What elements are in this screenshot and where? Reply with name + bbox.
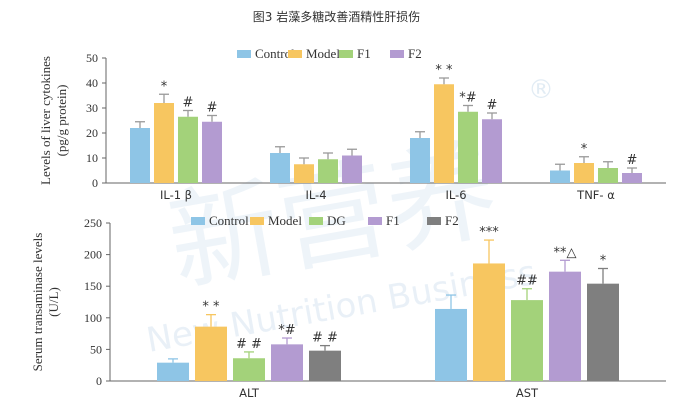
significance-mark: #	[487, 98, 498, 113]
x-category-label: IL-6	[445, 188, 466, 202]
y-tick-label: 50	[90, 342, 102, 356]
legend-label: F2	[445, 213, 459, 228]
y-tick-label: 0	[92, 176, 98, 190]
y-tick-label: 10	[86, 151, 98, 165]
bar	[473, 263, 505, 381]
significance-mark: *	[600, 254, 607, 269]
bar	[587, 283, 619, 381]
watermark-registered: ®	[528, 75, 554, 105]
legend-label: F1	[386, 213, 400, 228]
bar	[622, 173, 642, 183]
y-tick-label: 200	[84, 248, 102, 262]
significance-mark: ##	[516, 274, 538, 289]
y-tick-label: 0	[96, 374, 102, 388]
bar	[342, 155, 362, 183]
significance-mark: # #	[236, 337, 262, 352]
figure-title: 图3 岩藻多糖改善酒精性肝损伤	[252, 10, 421, 24]
significance-mark: **△	[554, 245, 577, 260]
bar	[458, 111, 478, 183]
legend-label: Model	[306, 46, 340, 61]
bar	[202, 121, 222, 183]
y-axis-label: Serum transaminase levels	[30, 233, 45, 372]
x-category-label: ALT	[239, 386, 260, 400]
legend-label: Model	[268, 213, 302, 228]
y-tick-label: 250	[84, 216, 102, 230]
legend-label: F1	[357, 46, 371, 61]
bar	[318, 159, 338, 183]
bar	[178, 116, 198, 183]
bar	[574, 163, 594, 183]
bar	[271, 344, 303, 381]
bar	[511, 300, 543, 381]
bar	[154, 103, 174, 183]
significance-mark: *#	[459, 91, 476, 106]
y-axis-label: Levels of liver cytokines	[38, 56, 53, 185]
bar	[482, 119, 502, 183]
significance-mark: ***	[479, 225, 499, 240]
significance-mark: *	[161, 79, 168, 94]
legend-label: Control	[209, 213, 249, 228]
bar	[294, 164, 314, 183]
legend-swatch	[309, 217, 323, 225]
legend-swatch	[288, 50, 302, 58]
significance-mark: * *	[202, 300, 220, 315]
x-category-label: IL-4	[305, 188, 326, 202]
bar	[233, 358, 265, 381]
legend-swatch	[390, 50, 404, 58]
y-tick-label: 100	[84, 311, 102, 325]
significance-mark: #	[207, 101, 218, 116]
legend-label: DG	[327, 213, 346, 228]
y-tick-label: 30	[86, 101, 98, 115]
significance-mark: *	[581, 142, 588, 157]
y-axis-label-unit: (pg/g protein)	[54, 85, 69, 157]
significance-mark: #	[183, 96, 194, 111]
x-category-label: AST	[516, 386, 539, 400]
bar	[434, 84, 454, 183]
legend-swatch	[427, 217, 441, 225]
x-category-label: IL-1 β	[160, 188, 192, 202]
bar	[157, 362, 189, 381]
bar	[309, 350, 341, 381]
bar	[410, 138, 430, 183]
y-axis-label-unit: (U/L)	[46, 287, 61, 317]
bar	[130, 128, 150, 183]
legend-label: F2	[408, 46, 422, 61]
y-tick-label: 20	[86, 126, 98, 140]
bar	[550, 170, 570, 183]
legend-swatch	[237, 50, 251, 58]
y-tick-label: 150	[84, 279, 102, 293]
bar	[195, 326, 227, 381]
y-tick-label: 40	[86, 76, 98, 90]
legend-swatch	[339, 50, 353, 58]
bar	[598, 168, 618, 183]
x-category-label: TNF- α	[576, 188, 615, 202]
bar	[435, 308, 467, 381]
legend-swatch	[368, 217, 382, 225]
bar	[549, 271, 581, 381]
legend-swatch	[250, 217, 264, 225]
legend-swatch	[191, 217, 205, 225]
significance-mark: #	[627, 153, 638, 168]
significance-mark: # #	[312, 331, 338, 346]
significance-mark: * *	[435, 63, 453, 78]
bar	[270, 153, 290, 183]
significance-mark: *#	[278, 323, 295, 338]
y-tick-label: 50	[86, 51, 98, 65]
legend-label: Control	[255, 46, 295, 61]
